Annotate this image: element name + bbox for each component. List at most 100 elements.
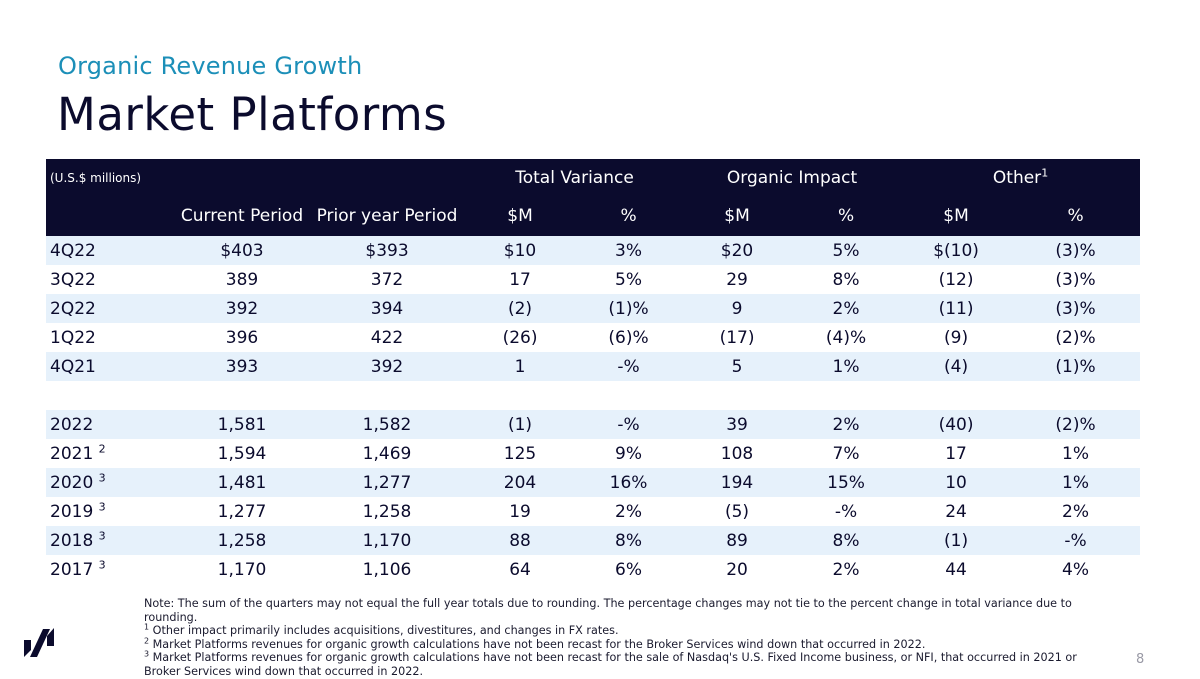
table-cell: (11) bbox=[938, 298, 974, 319]
row-label: 2018 3 bbox=[46, 526, 176, 555]
table-cell: 2% bbox=[832, 559, 860, 580]
table-cell: 372 bbox=[370, 269, 404, 290]
table-cell: 29 bbox=[726, 269, 748, 290]
footnote-mark: 3 bbox=[98, 470, 106, 484]
units-label: (U.S.$ millions) bbox=[50, 170, 142, 185]
table-cell: 125 bbox=[503, 443, 537, 464]
table-cell: (1)% bbox=[608, 298, 649, 319]
table-cell: $393 bbox=[365, 240, 409, 261]
table-cell: 1,106 bbox=[362, 559, 412, 580]
footnote-3: 3 Market Platforms revenues for organic … bbox=[144, 649, 1114, 678]
group-header-other: Other1 bbox=[901, 159, 1140, 196]
group-header-organic-impact: Organic Impact bbox=[726, 167, 858, 188]
footnote-2: 2 Market Platforms revenues for organic … bbox=[144, 637, 1114, 652]
table-cell: (12) bbox=[938, 269, 974, 290]
table-cell: 396 bbox=[225, 327, 259, 348]
table-cell: 1,277 bbox=[217, 501, 267, 522]
row-label-text: 2Q22 bbox=[50, 298, 96, 319]
table-cell: 6% bbox=[615, 559, 643, 580]
table-cell: 394 bbox=[370, 298, 404, 319]
table-cell: 19 bbox=[509, 501, 531, 522]
table-row: 2Q22 392 394 (2) (1)% 9 2% (11) (3)% bbox=[46, 294, 1141, 323]
table-cell: 24 bbox=[945, 501, 967, 522]
table-cell: 392 bbox=[370, 356, 404, 377]
table-row: 2019 3 1,277 1,258 19 2% (5) -% 24 2% bbox=[46, 497, 1140, 526]
row-label: 2021 2 bbox=[46, 439, 176, 468]
table-cell: 1,258 bbox=[217, 530, 267, 551]
row-label: 2020 3 bbox=[46, 468, 176, 497]
table-cell: (4)% bbox=[825, 327, 867, 348]
footnotes: Note: The sum of the quarters may not eq… bbox=[144, 597, 1114, 679]
table-cell: (40) bbox=[938, 414, 974, 435]
table-cell: 1,594 bbox=[217, 443, 267, 464]
table-cell: 389 bbox=[225, 269, 259, 290]
footnote-text: Market Platforms revenues for organic gr… bbox=[152, 637, 926, 651]
table-cell: 4% bbox=[1062, 559, 1090, 580]
table-cell: 5 bbox=[731, 356, 743, 377]
table-cell: 10 bbox=[945, 472, 967, 493]
table-cell: $(10) bbox=[933, 240, 979, 261]
table-row: 2021 2 1,594 1,469 125 9% 108 7% 17 1% bbox=[46, 439, 1140, 468]
table-cell: 15% bbox=[827, 472, 865, 493]
section-subtitle: Organic Revenue Growth bbox=[58, 52, 363, 80]
table-cell: 194 bbox=[720, 472, 754, 493]
table-cell: 2% bbox=[1062, 501, 1090, 522]
footnote-mark: 3 bbox=[98, 528, 106, 542]
table-cell: 5% bbox=[615, 269, 643, 290]
table-cell: 1,170 bbox=[362, 530, 412, 551]
row-label: 2017 3 bbox=[46, 555, 176, 584]
row-label-text: 2017 bbox=[50, 559, 94, 580]
table-cell: 1,481 bbox=[217, 472, 267, 493]
table-row: 2017 3 1,170 1,106 64 6% 20 2% 44 4% bbox=[46, 555, 1140, 584]
table-cell: (1) bbox=[507, 414, 533, 435]
table-cell: 393 bbox=[225, 356, 259, 377]
row-label-text: 2019 bbox=[50, 501, 94, 522]
table-cell: 1% bbox=[832, 356, 860, 377]
row-label-text: 4Q22 bbox=[50, 240, 96, 261]
column-header: $M bbox=[943, 206, 969, 226]
table-cell: 1% bbox=[1062, 443, 1090, 464]
table-row: 4Q21 393 392 1 -% 5 1% (4) (1)% bbox=[46, 352, 1141, 381]
footnote-text: Other impact primarily includes acquisit… bbox=[152, 624, 619, 638]
column-header-blank bbox=[46, 196, 176, 236]
table-cell: 2% bbox=[832, 298, 860, 319]
table-cell: -% bbox=[617, 414, 640, 435]
column-header: $M bbox=[724, 206, 750, 226]
row-label-text: 2018 bbox=[50, 530, 94, 551]
column-header: Current Period bbox=[180, 206, 304, 226]
column-header: % bbox=[1067, 206, 1084, 226]
column-header: % bbox=[620, 206, 637, 226]
table-cell: 8% bbox=[832, 530, 860, 551]
footnote-mark: 2 bbox=[98, 441, 106, 455]
footnote-mark: 1 bbox=[1041, 165, 1049, 179]
table-row: 2020 3 1,481 1,277 204 16% 194 15% 10 1% bbox=[46, 468, 1141, 497]
table-cell: (5) bbox=[724, 501, 750, 522]
table-cell: 392 bbox=[225, 298, 259, 319]
table-cell: 1% bbox=[1062, 472, 1090, 493]
row-label-text: 4Q21 bbox=[50, 356, 96, 377]
table-cell: 64 bbox=[509, 559, 531, 580]
row-label: 4Q21 bbox=[46, 352, 176, 381]
table-body: 4Q22 $403 $393 $10 3% $20 5% $(10) (3)% 3Q22 389 37… bbox=[46, 236, 1141, 584]
nasdaq-logo-icon bbox=[24, 628, 54, 657]
row-label-text: 2022 bbox=[50, 414, 94, 435]
footnote-1: 1 Other impact primarily includes acquis… bbox=[144, 622, 1114, 638]
table-cell: 8% bbox=[615, 530, 643, 551]
table-cell: 1,469 bbox=[362, 443, 412, 464]
table-cell: 16% bbox=[609, 472, 648, 493]
row-label: 3Q22 bbox=[46, 265, 176, 294]
table-row: 3Q22 389 372 17 5% 29 8% (12) (3)% bbox=[46, 265, 1140, 294]
footnote-mark: 1 bbox=[144, 622, 150, 632]
table-cell: 89 bbox=[726, 530, 748, 551]
footnote-mark: 3 bbox=[144, 649, 150, 659]
table-cell: 1,170 bbox=[217, 559, 267, 580]
column-header: Prior year Period bbox=[316, 206, 458, 226]
footnote-mark: 3 bbox=[98, 557, 106, 571]
footnote-text: Market Platforms revenues for organic gr… bbox=[144, 651, 1077, 678]
revenue-table: (U.S.$ millions) Total Variance Organic … bbox=[46, 159, 1141, 584]
table-cell: 17 bbox=[945, 443, 967, 464]
table-cell: 2% bbox=[832, 414, 860, 435]
table-row: 2022 1,581 1,582 (1) -% 39 2% (40) (2)% bbox=[46, 410, 1141, 439]
table-cell: -% bbox=[617, 356, 640, 377]
table-cell: (2) bbox=[507, 298, 533, 319]
